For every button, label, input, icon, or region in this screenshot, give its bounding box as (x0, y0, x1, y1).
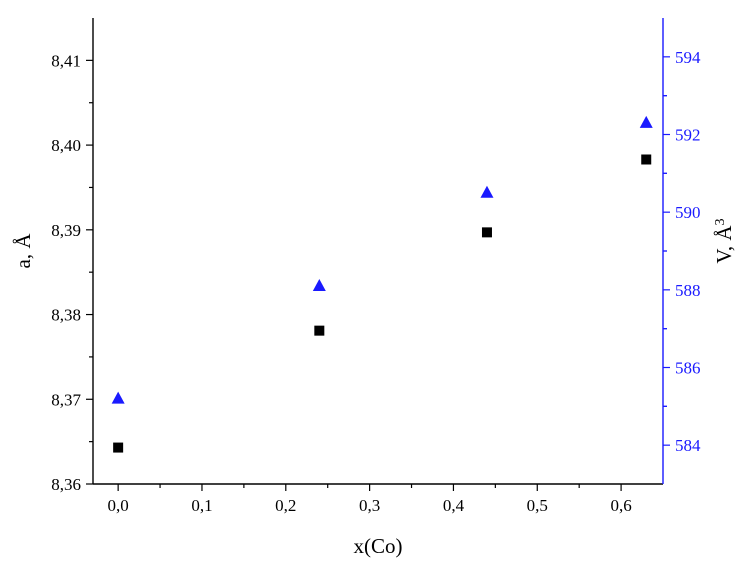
y-left-tick-label: 8,41 (51, 51, 81, 70)
data-point-triangle (111, 391, 125, 404)
y-left-tick-label: 8,38 (51, 306, 81, 325)
data-point-triangle (312, 278, 326, 291)
y-right-axis-title-superscript: 3 (713, 218, 728, 225)
x-tick-label: 0,0 (108, 496, 129, 515)
x-tick-label: 0,2 (275, 496, 296, 515)
y-right-tick-label: 592 (675, 126, 701, 145)
y-right-tick-label: 586 (675, 359, 701, 378)
data-point-square (481, 227, 492, 238)
y-left-tick-label: 8,37 (51, 390, 81, 409)
y-left-axis-title: a, Å (11, 233, 35, 269)
y-right-tick-label: 584 (675, 436, 701, 455)
data-point-square (113, 442, 124, 453)
y-right-tick-label: 594 (675, 48, 701, 67)
data-point-triangle (480, 185, 494, 198)
y-right-axis-title-main: V, Å (712, 225, 736, 264)
x-tick-label: 0,5 (527, 496, 548, 515)
marks-group (111, 115, 653, 453)
data-point-triangle (639, 115, 653, 128)
y-left-tick-label: 8,39 (51, 221, 81, 240)
x-tick-label: 0,3 (359, 496, 380, 515)
data-point-square (314, 325, 325, 336)
y-right-tick-label: 590 (675, 203, 701, 222)
y-right-axis-title: V, Å3 (712, 218, 736, 263)
x-tick-label: 0,1 (191, 496, 212, 515)
x-tick-label: 0,4 (443, 496, 465, 515)
y-left-tick-label: 8,40 (51, 136, 81, 155)
y-left-tick-label: 8,36 (51, 475, 81, 494)
x-tick-label: 0,6 (610, 496, 631, 515)
axes-group: 0,0 0,1 0,2 0,3 0,4 0,5 0,6 8,36 8,37 8,38 8,39 8,4… (51, 18, 701, 515)
y-right-tick-label: 588 (675, 281, 701, 300)
data-point-square (641, 154, 652, 165)
x-axis-title: x(Co) (354, 534, 403, 558)
